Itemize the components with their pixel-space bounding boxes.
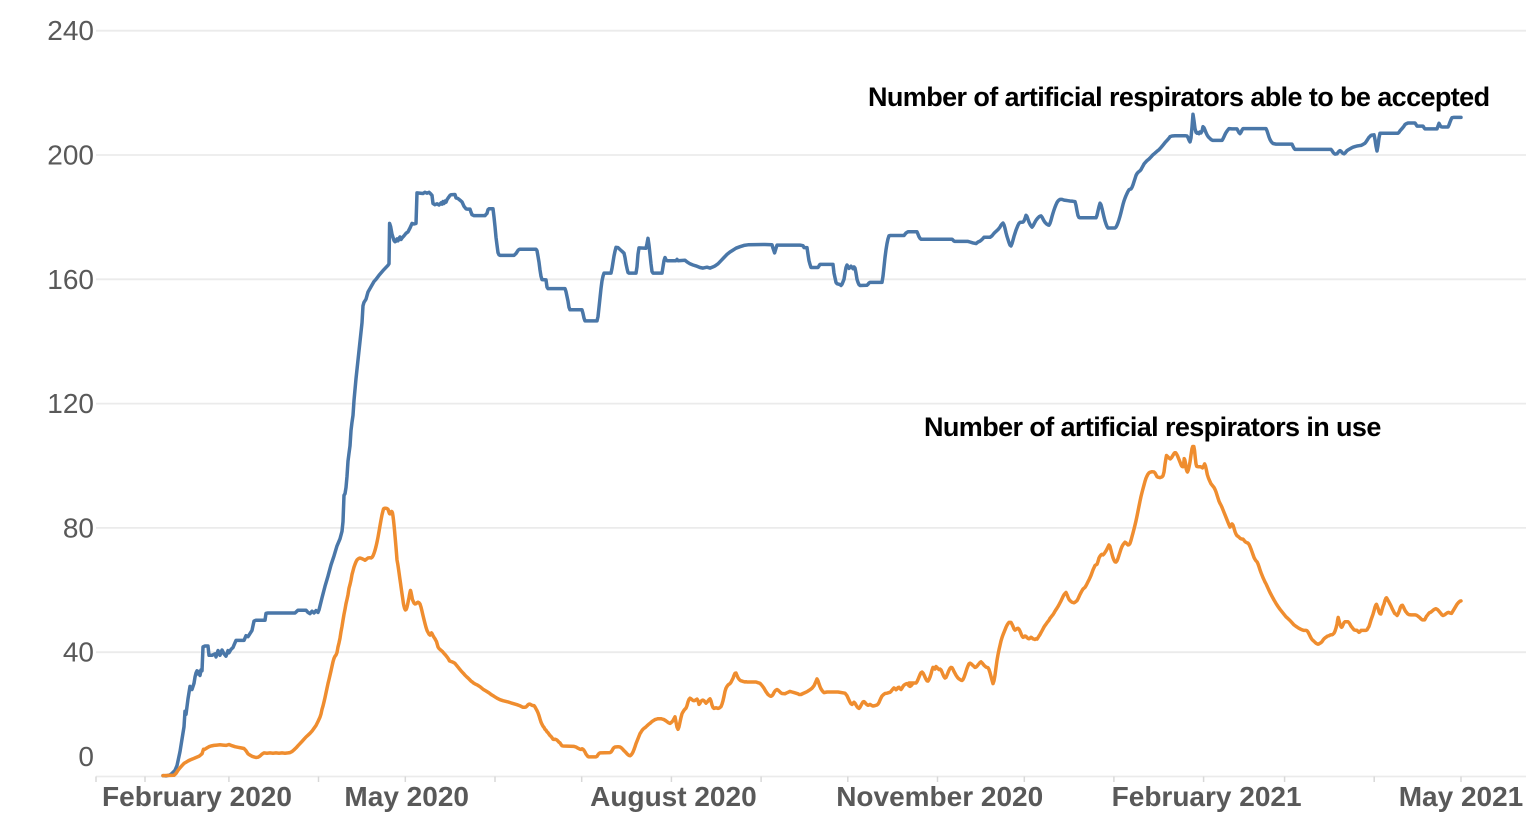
- svg-text:August 2020: August 2020: [590, 781, 757, 812]
- svg-text:May 2020: May 2020: [344, 781, 469, 812]
- svg-text:80: 80: [63, 512, 94, 543]
- svg-text:Number of artificial respirato: Number of artificial respirators able to…: [868, 82, 1490, 112]
- svg-text:240: 240: [47, 15, 94, 46]
- svg-text:November 2020: November 2020: [836, 781, 1043, 812]
- svg-text:160: 160: [47, 264, 94, 295]
- svg-text:February 2020: February 2020: [102, 781, 292, 812]
- svg-text:February 2021: February 2021: [1112, 781, 1302, 812]
- svg-text:0: 0: [78, 741, 94, 772]
- svg-text:May 2021: May 2021: [1399, 781, 1524, 812]
- svg-text:120: 120: [47, 388, 94, 419]
- svg-text:Number of artificial respirato: Number of artificial respirators in use: [924, 412, 1381, 442]
- svg-text:200: 200: [47, 140, 94, 171]
- svg-text:40: 40: [63, 637, 94, 668]
